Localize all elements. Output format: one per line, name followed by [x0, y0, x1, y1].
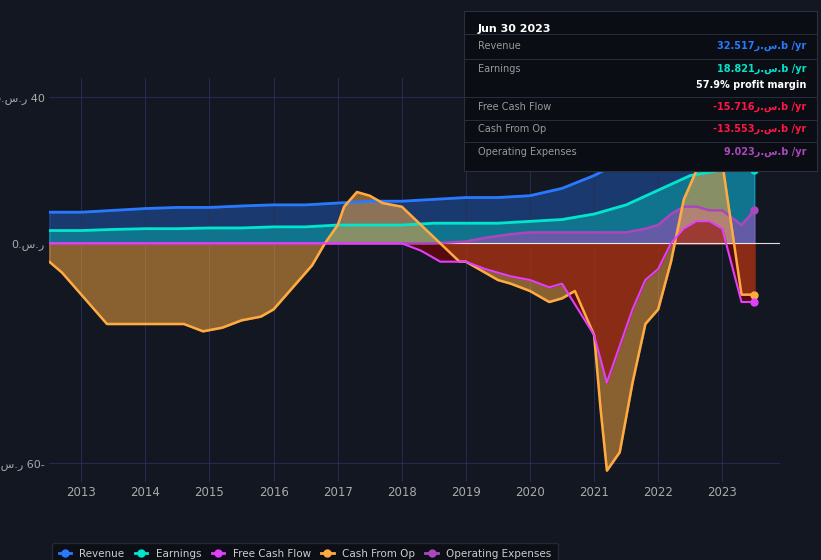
Text: -15.716ر.س.b /yr: -15.716ر.س.b /yr — [713, 102, 806, 112]
Text: 57.9% profit margin: 57.9% profit margin — [696, 80, 806, 90]
Legend: Revenue, Earnings, Free Cash Flow, Cash From Op, Operating Expenses: Revenue, Earnings, Free Cash Flow, Cash … — [53, 543, 557, 560]
Text: -13.553ر.س.b /yr: -13.553ر.س.b /yr — [713, 124, 806, 134]
Text: Earnings: Earnings — [478, 64, 521, 74]
Text: 9.023ر.س.b /yr: 9.023ر.س.b /yr — [724, 147, 806, 157]
Text: Cash From Op: Cash From Op — [478, 124, 546, 134]
Text: Revenue: Revenue — [478, 41, 521, 52]
Text: 18.821ر.س.b /yr: 18.821ر.س.b /yr — [717, 63, 806, 74]
Text: Operating Expenses: Operating Expenses — [478, 147, 576, 157]
Text: 32.517ر.س.b /yr: 32.517ر.س.b /yr — [717, 41, 806, 52]
Text: Free Cash Flow: Free Cash Flow — [478, 102, 551, 112]
Text: Jun 30 2023: Jun 30 2023 — [478, 24, 552, 34]
